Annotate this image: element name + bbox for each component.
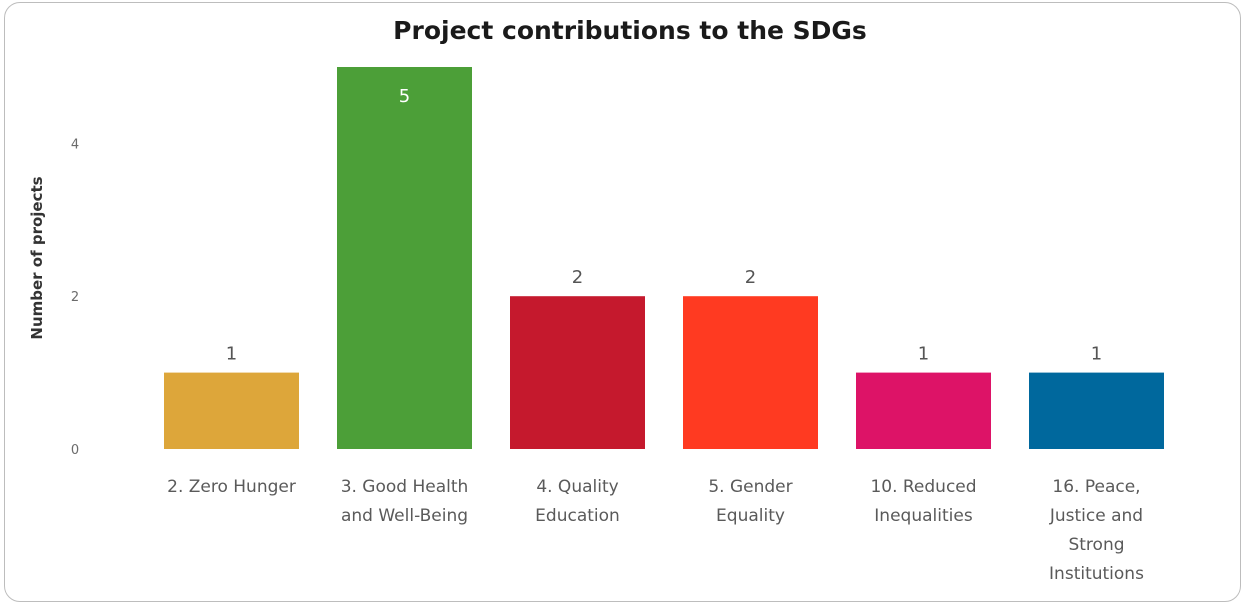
- category-label-line: 10. Reduced: [870, 477, 976, 497]
- category-label: 16. Peace, Justice and Strong Institutions: [1049, 477, 1144, 584]
- category-label-line: Equality: [716, 506, 785, 526]
- category-label-line: and Well-Being: [341, 506, 468, 526]
- category-label: 3. Good Health and Well-Being: [341, 477, 469, 526]
- data-label: 1: [226, 344, 237, 365]
- bar: [337, 67, 472, 449]
- chart-title: Project contributions to the SDGs: [393, 16, 867, 45]
- data-label: 2: [572, 267, 583, 288]
- category-label-line: 2. Zero Hunger: [167, 477, 296, 497]
- value-labels: 1 5 2 2 1 1: [226, 86, 1102, 365]
- category-label-line: 16. Peace,: [1052, 477, 1140, 497]
- data-label: 2: [745, 267, 756, 288]
- category-label-line: 5. Gender: [708, 477, 792, 497]
- data-label: 1: [1091, 344, 1102, 365]
- bar: [1029, 372, 1164, 449]
- data-label: 5: [399, 86, 410, 107]
- bars: [164, 67, 1164, 449]
- category-label-line: Inequalities: [874, 506, 973, 526]
- category-label-line: Institutions: [1049, 564, 1144, 584]
- y-tick-label: 0: [71, 443, 79, 458]
- category-label: 4. Quality Education: [535, 477, 620, 526]
- category-label-line: Education: [535, 506, 620, 526]
- category-label: 5. Gender Equality: [708, 477, 792, 526]
- category-labels: 2. Zero Hunger 3. Good Health and Well-Bei…: [167, 477, 1144, 584]
- bar: [856, 372, 991, 449]
- category-label: 2. Zero Hunger: [167, 477, 296, 497]
- bar: [510, 296, 645, 449]
- y-tick-label: 4: [71, 137, 79, 152]
- category-label-line: Justice and: [1049, 506, 1143, 526]
- category-label-line: 3. Good Health: [341, 477, 469, 497]
- y-tick-label: 2: [71, 290, 79, 305]
- bar: [683, 296, 818, 449]
- y-axis-label: Number of projects: [28, 176, 46, 339]
- bar: [164, 372, 299, 449]
- category-label-line: 4. Quality: [536, 477, 618, 497]
- category-label: 10. Reduced Inequalities: [870, 477, 976, 526]
- data-label: 1: [918, 344, 929, 365]
- category-label-line: Strong: [1068, 535, 1124, 555]
- y-axis-ticks: 0 2 4: [71, 137, 79, 458]
